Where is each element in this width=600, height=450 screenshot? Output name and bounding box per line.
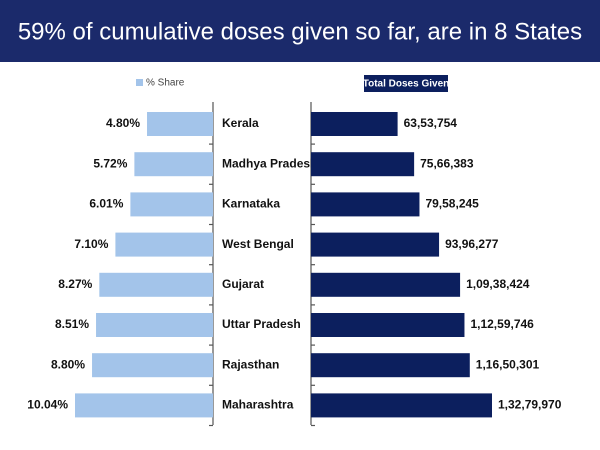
bar (96, 313, 213, 337)
category-label: Gujarat (222, 277, 264, 291)
bar (115, 232, 213, 257)
category-label: Uttar Pradesh (222, 317, 301, 331)
legend-label: Total Doses Given (363, 79, 450, 90)
value-label: 63,53,754 (404, 116, 458, 130)
legend-swatch (136, 79, 143, 86)
value-label: 8.80% (51, 357, 85, 371)
title-bar (0, 0, 600, 62)
value-label: 4.80% (106, 116, 140, 130)
value-label: 1,16,50,301 (476, 357, 540, 371)
legend-box (364, 75, 448, 92)
category-label: Maharashtra (222, 398, 294, 412)
bar (130, 192, 213, 217)
bar (311, 272, 461, 297)
bar (92, 353, 213, 378)
value-label: 7.10% (74, 237, 108, 251)
value-label: 79,58,245 (425, 197, 479, 211)
value-label: 93,96,277 (445, 237, 499, 251)
value-label: 1,09,38,424 (466, 277, 530, 291)
chart-title: 59% of cumulative doses given so far, ar… (18, 18, 582, 45)
value-label: 10.04% (27, 398, 68, 412)
bar (311, 192, 420, 217)
value-label: 8.51% (55, 317, 89, 331)
value-label: 8.27% (58, 277, 92, 291)
category-label: Madhya Pradesh (222, 156, 317, 170)
value-label: 75,66,383 (420, 156, 474, 170)
bar (311, 313, 465, 337)
value-label: 1,12,59,746 (470, 317, 534, 331)
category-label: Rajasthan (222, 357, 279, 371)
legend-label: % Share (146, 78, 185, 89)
category-label: Kerala (222, 116, 259, 130)
bar (311, 152, 415, 177)
value-label: 1,32,79,970 (498, 398, 562, 412)
bar (134, 152, 213, 177)
value-label: 5.72% (93, 156, 127, 170)
bar (311, 232, 440, 257)
bar (311, 353, 470, 378)
category-label: Karnataka (222, 197, 280, 211)
bar (99, 272, 213, 297)
bar (311, 112, 398, 136)
bar (311, 393, 492, 418)
bar (75, 393, 213, 418)
bar (147, 112, 213, 136)
value-label: 6.01% (89, 197, 123, 211)
category-label: West Bengal (222, 237, 294, 251)
